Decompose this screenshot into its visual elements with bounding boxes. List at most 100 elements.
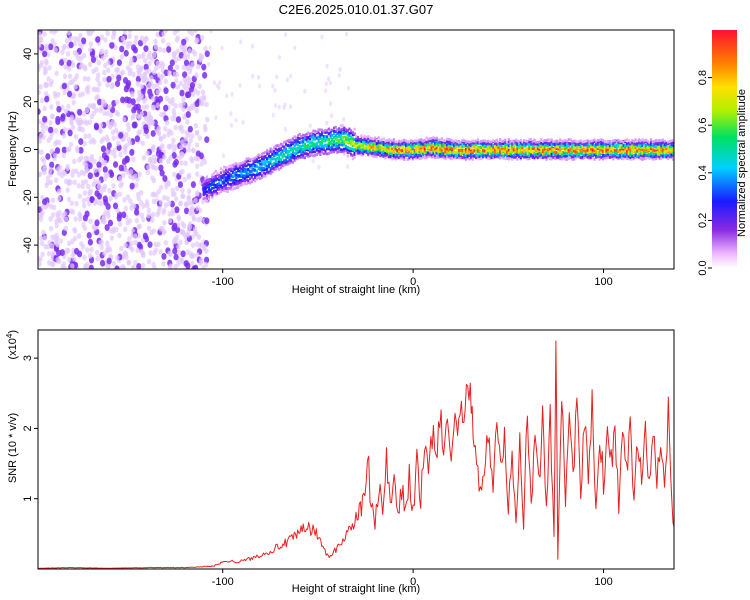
spectrogram-cell: [334, 145, 337, 148]
spectrogram-cell: [485, 140, 488, 144]
spectrogram-cell: [399, 143, 402, 147]
spectrogram-cell: [202, 185, 205, 189]
spectrogram-noise-cell: [128, 198, 133, 204]
spectrogram-cell: [276, 151, 279, 155]
spectrogram-cell: [430, 141, 433, 145]
spectrogram-cell: [230, 173, 233, 177]
spectrogram-cell: [439, 147, 442, 151]
spectrogram-cell: [572, 143, 576, 147]
spectrogram-cell: [346, 133, 349, 137]
spectrogram-noise-cell: [190, 211, 195, 217]
spectrogram-noise-cell: [96, 192, 103, 200]
spectrogram-cell: [312, 150, 315, 154]
spectrogram-cell: [500, 155, 504, 159]
spectrogram-cell: [370, 147, 373, 151]
spectrogram-noise-cell: [86, 231, 92, 239]
spectrogram-noise-cell: [156, 188, 161, 195]
spectrogram-cell: [641, 154, 644, 158]
spectrogram-cell: [593, 140, 596, 144]
spectrogram-cell: [286, 149, 289, 153]
spectrogram-noise-cell: [159, 60, 165, 66]
spectrogram-cell: [362, 145, 365, 149]
spectrogram-noise-cell: [77, 193, 83, 200]
spectrogram-cell: [511, 142, 514, 146]
spectrogram-noise-cell: [150, 120, 155, 126]
spectrogram-cell: [363, 137, 366, 141]
spectrogram-noise-cell: [48, 216, 53, 222]
spectrogram-noise-cell: [72, 226, 77, 233]
spectrogram-noise-cell: [38, 63, 41, 70]
spectrogram-noise-cell: [80, 91, 86, 97]
snr-x-tick-label: 100: [594, 576, 612, 588]
spectrogram-cell: [583, 143, 586, 147]
spectrogram-cell: [500, 147, 504, 151]
spectrogram-cell: [401, 151, 404, 154]
spectrogram-cell: [470, 144, 473, 148]
spectrogram-cell: [576, 145, 579, 149]
spectrogram-cell: [663, 150, 666, 153]
spectrogram-cell: [348, 146, 351, 150]
spectrogram-cell: [236, 174, 240, 177]
spectrogram-cell: [567, 138, 570, 142]
spectrogram-cell: [317, 149, 320, 153]
spectrogram-cell: [209, 190, 212, 194]
spectrogram-noise-cell: [86, 183, 91, 190]
spectrogram-cell: [255, 160, 258, 164]
spectrogram-cell: [283, 145, 286, 149]
spectrogram-noise-cell: [50, 234, 55, 241]
spectrogram-cell: [338, 127, 341, 131]
spectrogram-cell: [538, 154, 541, 158]
spectrogram-noise-cell: [112, 147, 118, 154]
spectrogram-noise-cell: [198, 259, 203, 266]
spectrogram-noise-cell: [118, 151, 123, 158]
spectrogram-cell: [262, 161, 265, 164]
spectrogram-cell: [238, 163, 241, 167]
spectrogram-cell: [507, 152, 510, 156]
spectrogram-cell: [250, 180, 253, 184]
spectrogram-cell: [274, 147, 277, 151]
spectrogram-cell: [319, 137, 322, 140]
spectrogram-cell: [543, 141, 546, 145]
spectrogram-cell: [463, 144, 466, 148]
spectrogram-noise-cell: [46, 250, 52, 257]
spectrogram-cell: [430, 136, 433, 140]
spectrogram-cell: [391, 147, 394, 151]
spectrogram-cell: [269, 157, 272, 160]
spectrogram-cell: [348, 141, 351, 145]
spectrogram-cell: [665, 141, 668, 145]
spectrogram-noise-cell: [136, 96, 142, 102]
spectrogram-noise-cell: [105, 82, 110, 88]
spectrogram-noise-cell: [140, 140, 145, 146]
spectrogram-noise-cell: [170, 115, 175, 122]
spectrogram-cell: [398, 156, 401, 160]
spectrogram-cell: [242, 176, 245, 179]
spectrogram-cell: [648, 145, 651, 149]
spectrogram-cell: [497, 151, 500, 154]
spectrogram-cell: [219, 171, 223, 175]
spectrogram-cell: [523, 142, 526, 145]
spectrogram-noise-cell: [151, 95, 156, 102]
spectrogram-cell: [655, 150, 658, 154]
spectrogram-cell: [362, 138, 365, 141]
spectrogram-noise-cell: [80, 179, 86, 186]
spectrogram-cell: [379, 145, 382, 149]
spectrogram-cell: [461, 139, 464, 143]
spectrogram-cell: [375, 146, 378, 150]
spectrogram-cell: [377, 141, 380, 145]
spectrogram-cell: [490, 142, 493, 145]
spectrogram-cell: [353, 144, 356, 148]
spectrogram-cell: [622, 150, 625, 154]
spectrogram-cell: [452, 140, 456, 144]
spectrogram-cell: [643, 145, 646, 149]
spectrogram-cell: [667, 144, 670, 148]
spectrogram-cell: [668, 153, 672, 157]
spectrogram-cell: [252, 157, 255, 161]
spectrogram-cell: [500, 144, 504, 148]
spectrogram-cell: [495, 150, 498, 154]
spectrogram-noise-cell: [191, 147, 196, 154]
spectrogram-cell: [463, 139, 466, 143]
spectrogram-cell: [406, 158, 409, 161]
spectrogram-cell: [331, 145, 334, 149]
spectrogram-cell: [298, 144, 301, 148]
spectrogram-cell: [391, 157, 394, 161]
